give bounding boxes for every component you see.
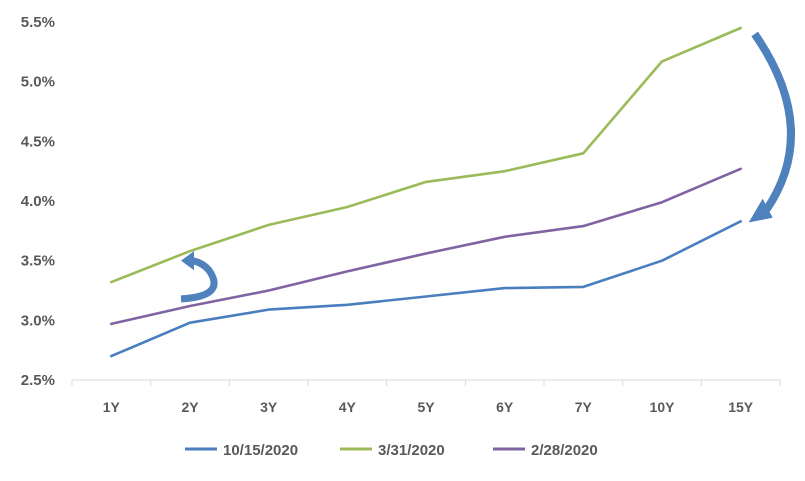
axis-layer: 2.5% 3.0% 3.5% 4.0% 4.5% 5.0% 5.5% 1Y 2Y 3Y 4Y 5Y 6Y… <box>21 14 781 415</box>
y-tick-label: 5.0% <box>21 74 55 91</box>
curved-arrow-large <box>748 31 795 223</box>
annotation-layer <box>180 31 795 303</box>
y-tick-label: 5.5% <box>21 14 55 31</box>
legend-item: 2/28/2020 <box>493 442 598 459</box>
x-tick-label: 6Y <box>496 399 514 415</box>
curved-arrow-head <box>181 251 194 271</box>
series-line <box>110 26 743 284</box>
legend-item: 3/31/2020 <box>340 442 445 459</box>
legend-label: 3/31/2020 <box>378 442 445 459</box>
x-tick-label: 1Y <box>103 399 121 415</box>
series-line <box>110 220 743 358</box>
curved-arrow-body <box>751 31 795 212</box>
y-tick-label: 4.0% <box>21 193 55 210</box>
x-tick-label: 3Y <box>260 399 278 415</box>
x-tick-label: 5Y <box>417 399 435 415</box>
legend-label: 10/15/2020 <box>223 442 298 459</box>
legend-label: 2/28/2020 <box>531 442 598 459</box>
series-line <box>110 167 743 326</box>
x-tick-label: 10Y <box>650 399 676 415</box>
y-tick-label: 3.5% <box>21 253 55 270</box>
curved-arrow-body <box>180 257 218 303</box>
legend-item: 10/15/2020 <box>185 442 298 459</box>
y-tick-label: 2.5% <box>21 372 55 389</box>
x-tick-label: 15Y <box>728 399 754 415</box>
x-tick-label: 7Y <box>575 399 593 415</box>
curved-arrow-small <box>180 251 218 303</box>
legend: 10/15/2020 3/31/2020 2/28/2020 <box>185 442 598 459</box>
curved-arrow-head <box>748 198 773 223</box>
x-tick-label: 4Y <box>339 399 357 415</box>
y-tick-label: 4.5% <box>21 133 55 150</box>
series-layer <box>110 26 743 358</box>
y-tick-label: 3.0% <box>21 312 55 329</box>
x-tick-label: 2Y <box>181 399 199 415</box>
